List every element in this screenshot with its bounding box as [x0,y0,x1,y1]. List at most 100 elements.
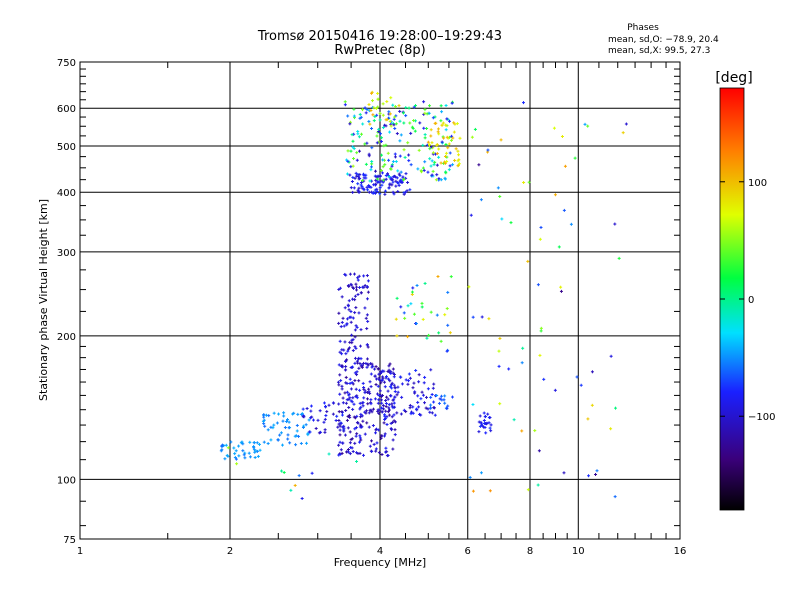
x-tick-labels: 1 2 4 6 8 10 16 [77,546,687,557]
data-point [309,416,313,420]
data-point [253,455,257,459]
data-point [383,123,387,127]
data-point [378,111,382,115]
data-point [348,381,352,385]
data-point [229,440,233,444]
data-point [226,446,230,450]
data-point [349,320,353,324]
data-point [404,172,408,176]
data-point [389,176,393,180]
data-point [339,325,343,329]
data-point [368,179,372,183]
data-point [374,377,378,381]
data-point [400,180,404,184]
data-point [323,428,327,432]
data-point [360,363,364,367]
data-point [390,164,394,168]
data-point [219,449,223,453]
data-point [391,367,395,371]
data-point [364,173,368,177]
data-point [368,380,372,384]
data-point [338,350,342,354]
data-point [443,313,447,317]
data-point [352,114,356,118]
data-point [366,345,370,349]
x-tick-label: 4 [377,546,383,557]
y-tick-label: 100 [57,475,76,486]
data-point [376,384,380,388]
data-point [401,111,405,115]
data-point [420,301,424,305]
data-point [380,136,384,140]
data-point [552,126,556,130]
data-point [456,149,460,153]
data-point [384,118,388,122]
data-point [348,315,352,319]
data-point [392,383,396,387]
data-point [402,192,406,196]
data-point [362,274,366,278]
data-point [362,453,366,457]
data-point [419,397,423,401]
data-point [369,402,373,406]
data-point [496,186,500,190]
data-point [400,395,404,399]
data-point [309,409,313,413]
data-point [383,163,387,167]
data-point [399,412,403,416]
data-point [399,133,403,137]
data-point [365,274,369,278]
data-point [282,470,286,474]
data-point [372,119,376,123]
data-point [357,190,361,194]
data-point [427,333,431,337]
stats-heading: Phases [627,23,659,33]
data-point [379,381,383,385]
data-point [394,122,398,126]
data-point [368,122,372,126]
data-point [363,389,367,393]
data-point [414,407,418,411]
data-point [316,418,320,422]
data-point [423,160,427,164]
data-point [353,361,357,365]
data-point [431,151,435,155]
data-point [235,462,239,466]
data-point [394,184,398,188]
data-point [338,433,342,437]
data-point [355,370,359,374]
data-point [437,147,441,151]
data-point [353,371,357,375]
data-point [378,408,382,412]
data-point [444,123,448,127]
data-point [348,173,352,177]
data-point [418,121,422,125]
data-point [359,405,363,409]
data-point [310,471,314,475]
data-point [359,115,363,119]
data-point [356,175,360,179]
data-point [520,429,524,433]
data-point [337,418,341,422]
data-point [384,409,388,413]
data-point [413,391,417,395]
data-point [350,179,354,183]
data-point [337,287,341,291]
data-point [442,398,446,402]
data-point [357,135,361,139]
data-point [346,159,350,163]
data-point [450,395,454,399]
data-point [357,186,361,190]
data-point [355,432,359,436]
data-point [352,402,356,406]
data-point [512,418,516,422]
data-point [594,473,598,477]
data-point [383,432,387,436]
data-point [387,406,391,410]
data-point [381,165,385,169]
data-point [307,418,311,422]
data-point [455,122,459,126]
data-point [356,452,360,456]
data-point [263,424,267,428]
data-point [381,158,385,162]
